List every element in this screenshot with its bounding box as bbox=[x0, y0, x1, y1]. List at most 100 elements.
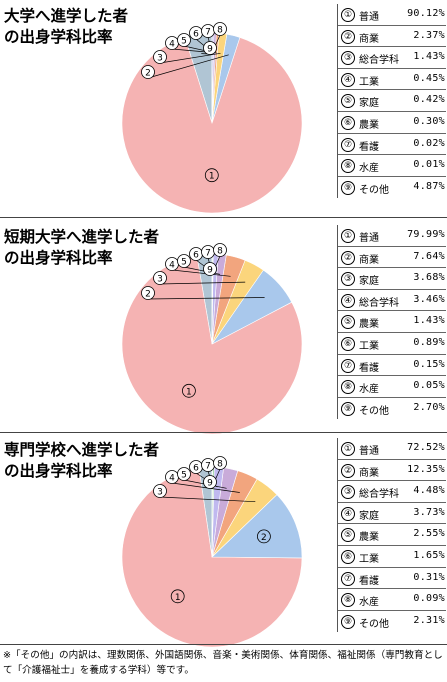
legend-row: ④ 総合学科 3.46% bbox=[338, 290, 446, 312]
legend-number: ⑨ bbox=[341, 614, 355, 629]
legend-label: 商業 bbox=[359, 254, 379, 266]
slice-label: 4 bbox=[169, 261, 175, 271]
legend-value: 1.65% bbox=[413, 549, 445, 561]
legend-number: ⑧ bbox=[341, 380, 355, 395]
legend-row: ⑦ 看護 0.31% bbox=[338, 568, 446, 590]
slice-label: 3 bbox=[157, 275, 163, 285]
legend-row: ⑤ 農業 2.55% bbox=[338, 524, 446, 546]
slice-label-circle bbox=[141, 65, 155, 79]
legend-value: 2.70% bbox=[413, 401, 445, 413]
slice-label: 5 bbox=[181, 258, 187, 268]
legend-label: 総合学科 bbox=[359, 55, 399, 67]
slice-label: 1 bbox=[209, 172, 215, 182]
legend-label: 工業 bbox=[359, 76, 379, 88]
slice-label: 9 bbox=[207, 45, 213, 55]
slice-labels: 1 234 56 7 89 bbox=[141, 22, 229, 183]
pie-slices bbox=[121, 253, 303, 435]
slice-label-circle bbox=[213, 456, 227, 470]
legend-value: 2.31% bbox=[413, 614, 445, 626]
legend-number: ⑧ bbox=[341, 593, 355, 608]
section-divider bbox=[0, 432, 447, 433]
legend-value: 0.89% bbox=[413, 336, 445, 348]
slice-label: 3 bbox=[157, 54, 163, 64]
legend-row: ⑨ その他 4.87% bbox=[338, 177, 446, 199]
slice-label-circle bbox=[177, 33, 191, 47]
legend-number: ⑥ bbox=[341, 336, 355, 351]
leader-line bbox=[147, 54, 229, 79]
legend-value: 72.52% bbox=[407, 442, 445, 453]
legend-row: ⑥ 農業 0.30% bbox=[338, 112, 446, 134]
legend-label: 商業 bbox=[359, 33, 379, 45]
slice-label-circle bbox=[203, 41, 217, 55]
legend-number: ⑦ bbox=[341, 358, 355, 373]
slice-label: 2 bbox=[145, 69, 151, 79]
legend-value: 0.02% bbox=[413, 137, 445, 149]
slice-label: 2 bbox=[145, 290, 151, 300]
legend-row: ③ 家庭 3.68% bbox=[338, 268, 446, 290]
legend-label: 工業 bbox=[359, 340, 379, 352]
legend-row: ⑧ 水産 0.01% bbox=[338, 155, 446, 177]
legend-label: 看護 bbox=[359, 141, 379, 153]
legend-number: ③ bbox=[341, 51, 355, 66]
slice-label-circle bbox=[177, 467, 191, 481]
slice-label-circle bbox=[213, 243, 227, 257]
slice-label-circle bbox=[203, 262, 217, 276]
legend-row: ⑤ 農業 1.43% bbox=[338, 311, 446, 333]
slice-label: 7 bbox=[205, 462, 211, 472]
legend-row: ③ 総合学科 1.43% bbox=[338, 47, 446, 69]
slice-label: 2 bbox=[261, 533, 267, 543]
legend-value: 3.46% bbox=[413, 293, 445, 305]
legend-number: ② bbox=[341, 29, 355, 44]
section-divider bbox=[0, 644, 447, 645]
legend-value: 0.09% bbox=[413, 593, 445, 605]
legend-row: ⑨ その他 2.31% bbox=[338, 611, 446, 633]
slice-label: 6 bbox=[193, 251, 199, 261]
legend-label: その他 bbox=[359, 184, 389, 196]
legend-number: ① bbox=[341, 442, 355, 456]
footnote: ※「その他」の内訳は、理数関係、外国語関係、音楽・美術関係、体育関係、福祉関係（… bbox=[3, 650, 443, 676]
legend-row: ⑥ 工業 1.65% bbox=[338, 546, 446, 568]
slice-label-circle bbox=[141, 286, 155, 300]
slice-label-circle bbox=[177, 254, 191, 268]
legend-number: ① bbox=[341, 229, 355, 243]
legend-value: 3.73% bbox=[413, 506, 445, 518]
legend-number: ⑤ bbox=[341, 94, 355, 109]
legend-label: 総合学科 bbox=[359, 489, 399, 501]
legend-label: 商業 bbox=[359, 467, 379, 479]
slice-label: 6 bbox=[193, 464, 199, 474]
legend-row: ⑨ その他 2.70% bbox=[338, 398, 446, 420]
legend-number: ③ bbox=[341, 485, 355, 500]
legend-label: 水産 bbox=[359, 384, 379, 396]
legend-value: 2.55% bbox=[413, 528, 445, 540]
legend-number: ⑨ bbox=[341, 180, 355, 195]
legend-row: ④ 家庭 3.73% bbox=[338, 503, 446, 525]
legend-value: 4.48% bbox=[413, 485, 445, 497]
legend-label: 農業 bbox=[359, 319, 379, 331]
slice-label-circle bbox=[204, 168, 219, 183]
legend-label: 工業 bbox=[359, 553, 379, 565]
legend-row: ④ 工業 0.45% bbox=[338, 69, 446, 91]
legend-value: 0.30% bbox=[413, 115, 445, 127]
leader-line bbox=[159, 496, 256, 503]
legend-value: 1.43% bbox=[413, 315, 445, 327]
legend-row: ① 普通 72.52% bbox=[338, 438, 446, 460]
legend-number: ② bbox=[341, 250, 355, 265]
chart-title: 大学へ進学した者 の出身学科比率 bbox=[4, 7, 129, 46]
legend-value: 7.64% bbox=[413, 250, 445, 262]
legend-number: ⑦ bbox=[341, 571, 355, 586]
slice-label: 8 bbox=[217, 460, 223, 470]
slice-label: 6 bbox=[193, 30, 199, 40]
slice-label-circle bbox=[181, 383, 196, 398]
legend-label: 普通 bbox=[359, 233, 379, 244]
slice-label: 9 bbox=[207, 266, 213, 276]
legend-label: 家庭 bbox=[359, 98, 379, 110]
chart-title: 短期大学へ進学した者 の出身学科比率 bbox=[4, 228, 160, 267]
leader-line bbox=[171, 269, 231, 277]
legend-row: ② 商業 7.64% bbox=[338, 247, 446, 269]
legend-label: 家庭 bbox=[359, 276, 379, 288]
legend-row: ② 商業 12.35% bbox=[338, 460, 446, 482]
legend-number: ④ bbox=[341, 72, 355, 87]
legend-label: 農業 bbox=[359, 119, 379, 131]
legend-label: その他 bbox=[359, 405, 389, 417]
